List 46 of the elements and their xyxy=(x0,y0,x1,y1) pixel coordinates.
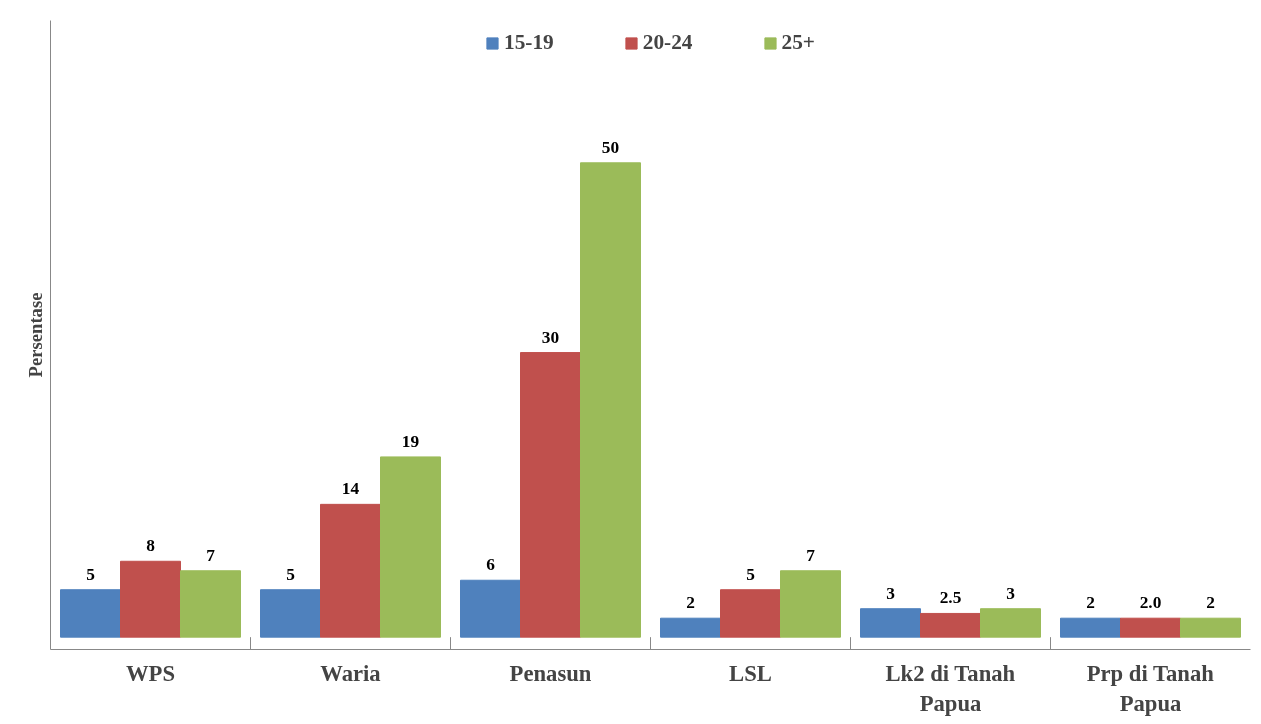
data-label: 7 xyxy=(206,545,216,565)
data-label: 5 xyxy=(86,564,96,584)
data-label: 5 xyxy=(286,564,296,584)
bar xyxy=(780,570,841,638)
x-tick-label: LSL xyxy=(729,660,772,686)
bar xyxy=(920,612,981,638)
x-tick-label: Waria xyxy=(320,660,381,686)
x-tick-label: Penasun xyxy=(509,660,592,686)
data-label: 8 xyxy=(146,536,156,556)
legend-label: 20-24 xyxy=(642,30,693,55)
legend-label: 15-19 xyxy=(503,30,554,55)
bar xyxy=(860,608,921,638)
data-label: 30 xyxy=(541,327,560,347)
bar xyxy=(660,617,721,638)
data-label: 19 xyxy=(401,431,420,451)
bar xyxy=(720,589,781,638)
data-label: 50 xyxy=(601,137,620,157)
data-label: 2 xyxy=(1086,593,1095,613)
bar xyxy=(260,589,321,638)
data-label: 2.5 xyxy=(939,588,962,608)
data-label: 2 xyxy=(686,593,695,613)
data-label: 6 xyxy=(486,555,496,575)
data-label: 14 xyxy=(341,479,360,499)
bar xyxy=(180,570,241,638)
data-label: 2 xyxy=(1206,593,1215,613)
bar xyxy=(60,589,121,638)
data-label: 3 xyxy=(886,583,896,603)
data-label: 7 xyxy=(806,545,816,565)
y-axis-title: Persentase xyxy=(24,292,46,378)
x-tick-label: WPS xyxy=(125,660,176,686)
data-label: 5 xyxy=(746,564,756,584)
bar xyxy=(1180,617,1241,638)
bar xyxy=(520,352,581,638)
bar xyxy=(120,560,181,638)
x-tick-label: Lk2 di Tanah Papua xyxy=(885,660,1016,716)
bar xyxy=(1060,617,1121,638)
data-label: 3 xyxy=(1006,583,1016,603)
bar xyxy=(1120,617,1181,638)
bar xyxy=(460,579,521,638)
bar xyxy=(380,456,441,638)
legend-label: 25+ xyxy=(781,30,816,55)
data-label: 2.0 xyxy=(1139,593,1162,613)
bar xyxy=(580,162,641,638)
x-tick-label: Prp di Tanah Papua xyxy=(1086,660,1215,716)
bar xyxy=(980,608,1041,638)
bar xyxy=(320,503,381,638)
